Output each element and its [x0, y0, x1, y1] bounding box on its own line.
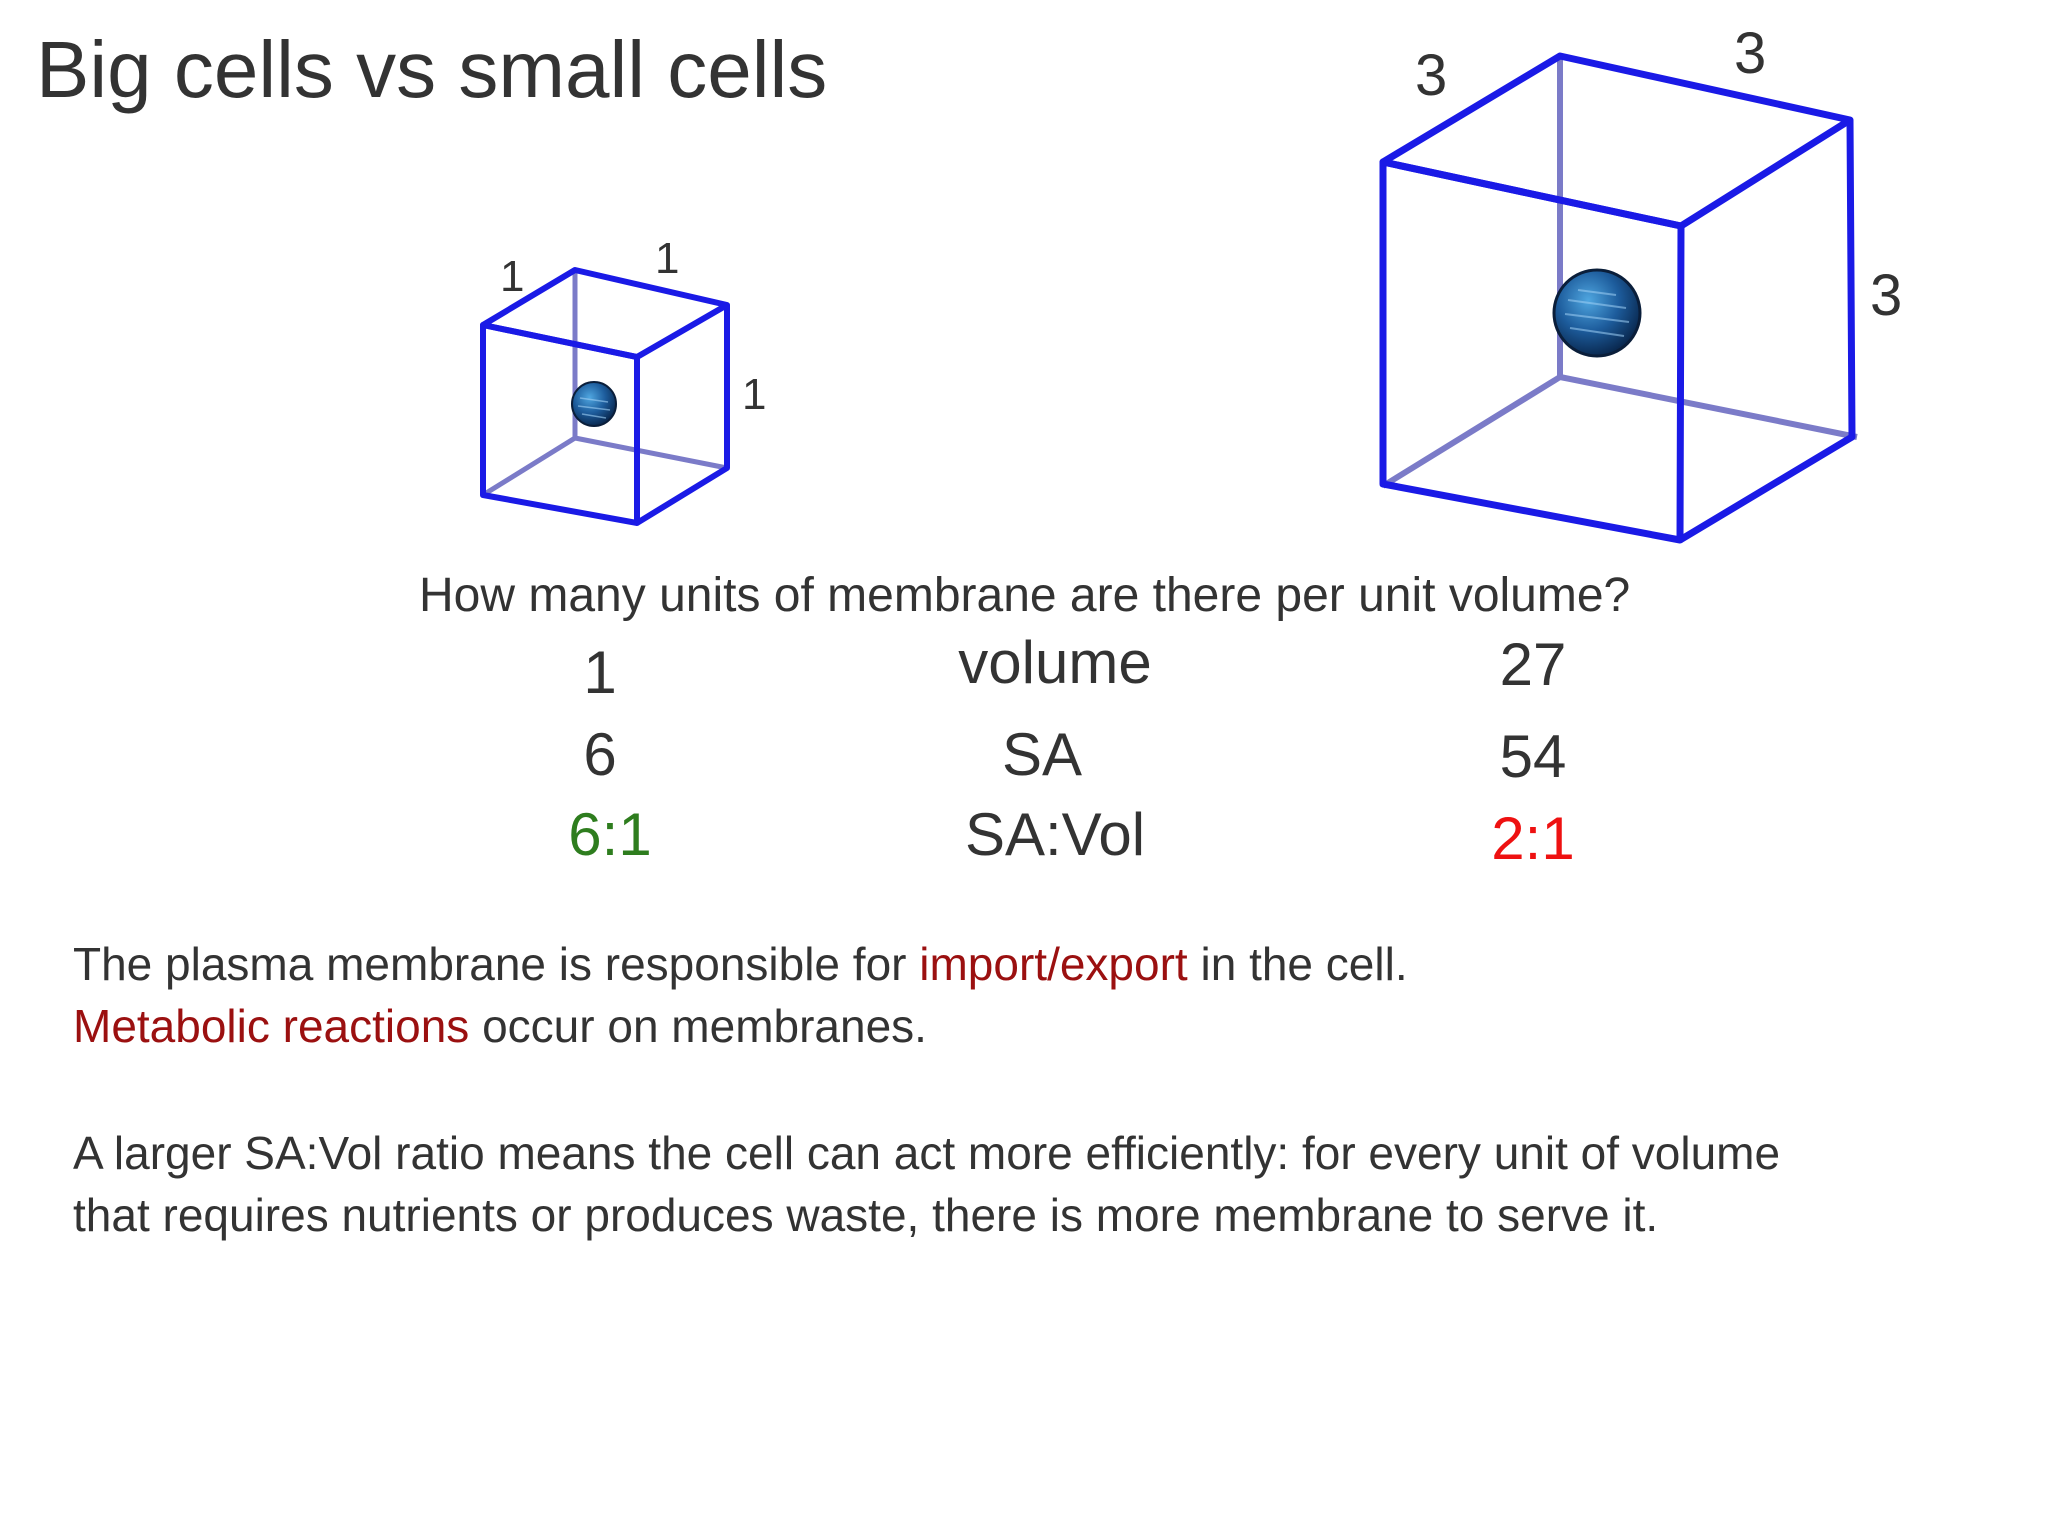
text-plain: The plasma membrane is responsible for [73, 938, 920, 990]
paragraph-line: A larger SA:Vol ratio means the cell can… [73, 1127, 1781, 1179]
large-ratio-value: 2:1 [1491, 805, 1575, 872]
volume-label: volume [958, 629, 1152, 696]
ratio-label: SA:Vol [964, 801, 1146, 868]
highlight-import-export: import/export [919, 938, 1188, 990]
large-cube-edge-label-left: 3 [1415, 43, 1448, 108]
large-cube-diagram [1379, 52, 1858, 544]
text-plain: in the cell. [1187, 938, 1408, 990]
small-ratio-value: 6:1 [568, 801, 652, 868]
small-cell-nucleus-icon [571, 381, 617, 427]
small-cube-visible-edges [480, 267, 730, 526]
large-volume-value: 27 [1499, 631, 1567, 698]
small-cube-edge-label-left: 1 [500, 252, 525, 301]
highlight-metabolic-reactions: Metabolic reactions [73, 1000, 470, 1052]
large-cube-edge-label-side: 3 [1870, 263, 1903, 328]
sa-label: SA [1001, 721, 1083, 788]
large-sa-value: 54 [1499, 723, 1567, 790]
small-cube-diagram [480, 267, 730, 526]
slide-title: Big cells vs small cells [36, 25, 828, 114]
small-volume-value: 1 [583, 639, 617, 706]
paragraph-line-metabolic: Metabolic reactions occur on membranes. [73, 995, 1408, 1057]
large-cell-nucleus-icon [1552, 268, 1642, 358]
small-sa-value: 6 [583, 721, 617, 788]
paragraph-membrane-role: The plasma membrane is responsible for i… [73, 933, 1408, 1057]
large-cube-visible-edges [1379, 52, 1856, 544]
paragraph-line: that requires nutrients or produces wast… [73, 1189, 1659, 1241]
large-cube-edge-label-right: 3 [1734, 21, 1767, 86]
small-cube-edge-label-side: 1 [742, 370, 767, 419]
paragraph-ratio-efficiency: A larger SA:Vol ratio means the cell can… [73, 1122, 1780, 1246]
text-plain: occur on membranes. [469, 1000, 927, 1052]
paragraph-line-import-export: The plasma membrane is responsible for i… [73, 933, 1408, 995]
small-cube-edge-label-right: 1 [655, 234, 680, 283]
question-text: How many units of membrane are there per… [419, 569, 1631, 622]
